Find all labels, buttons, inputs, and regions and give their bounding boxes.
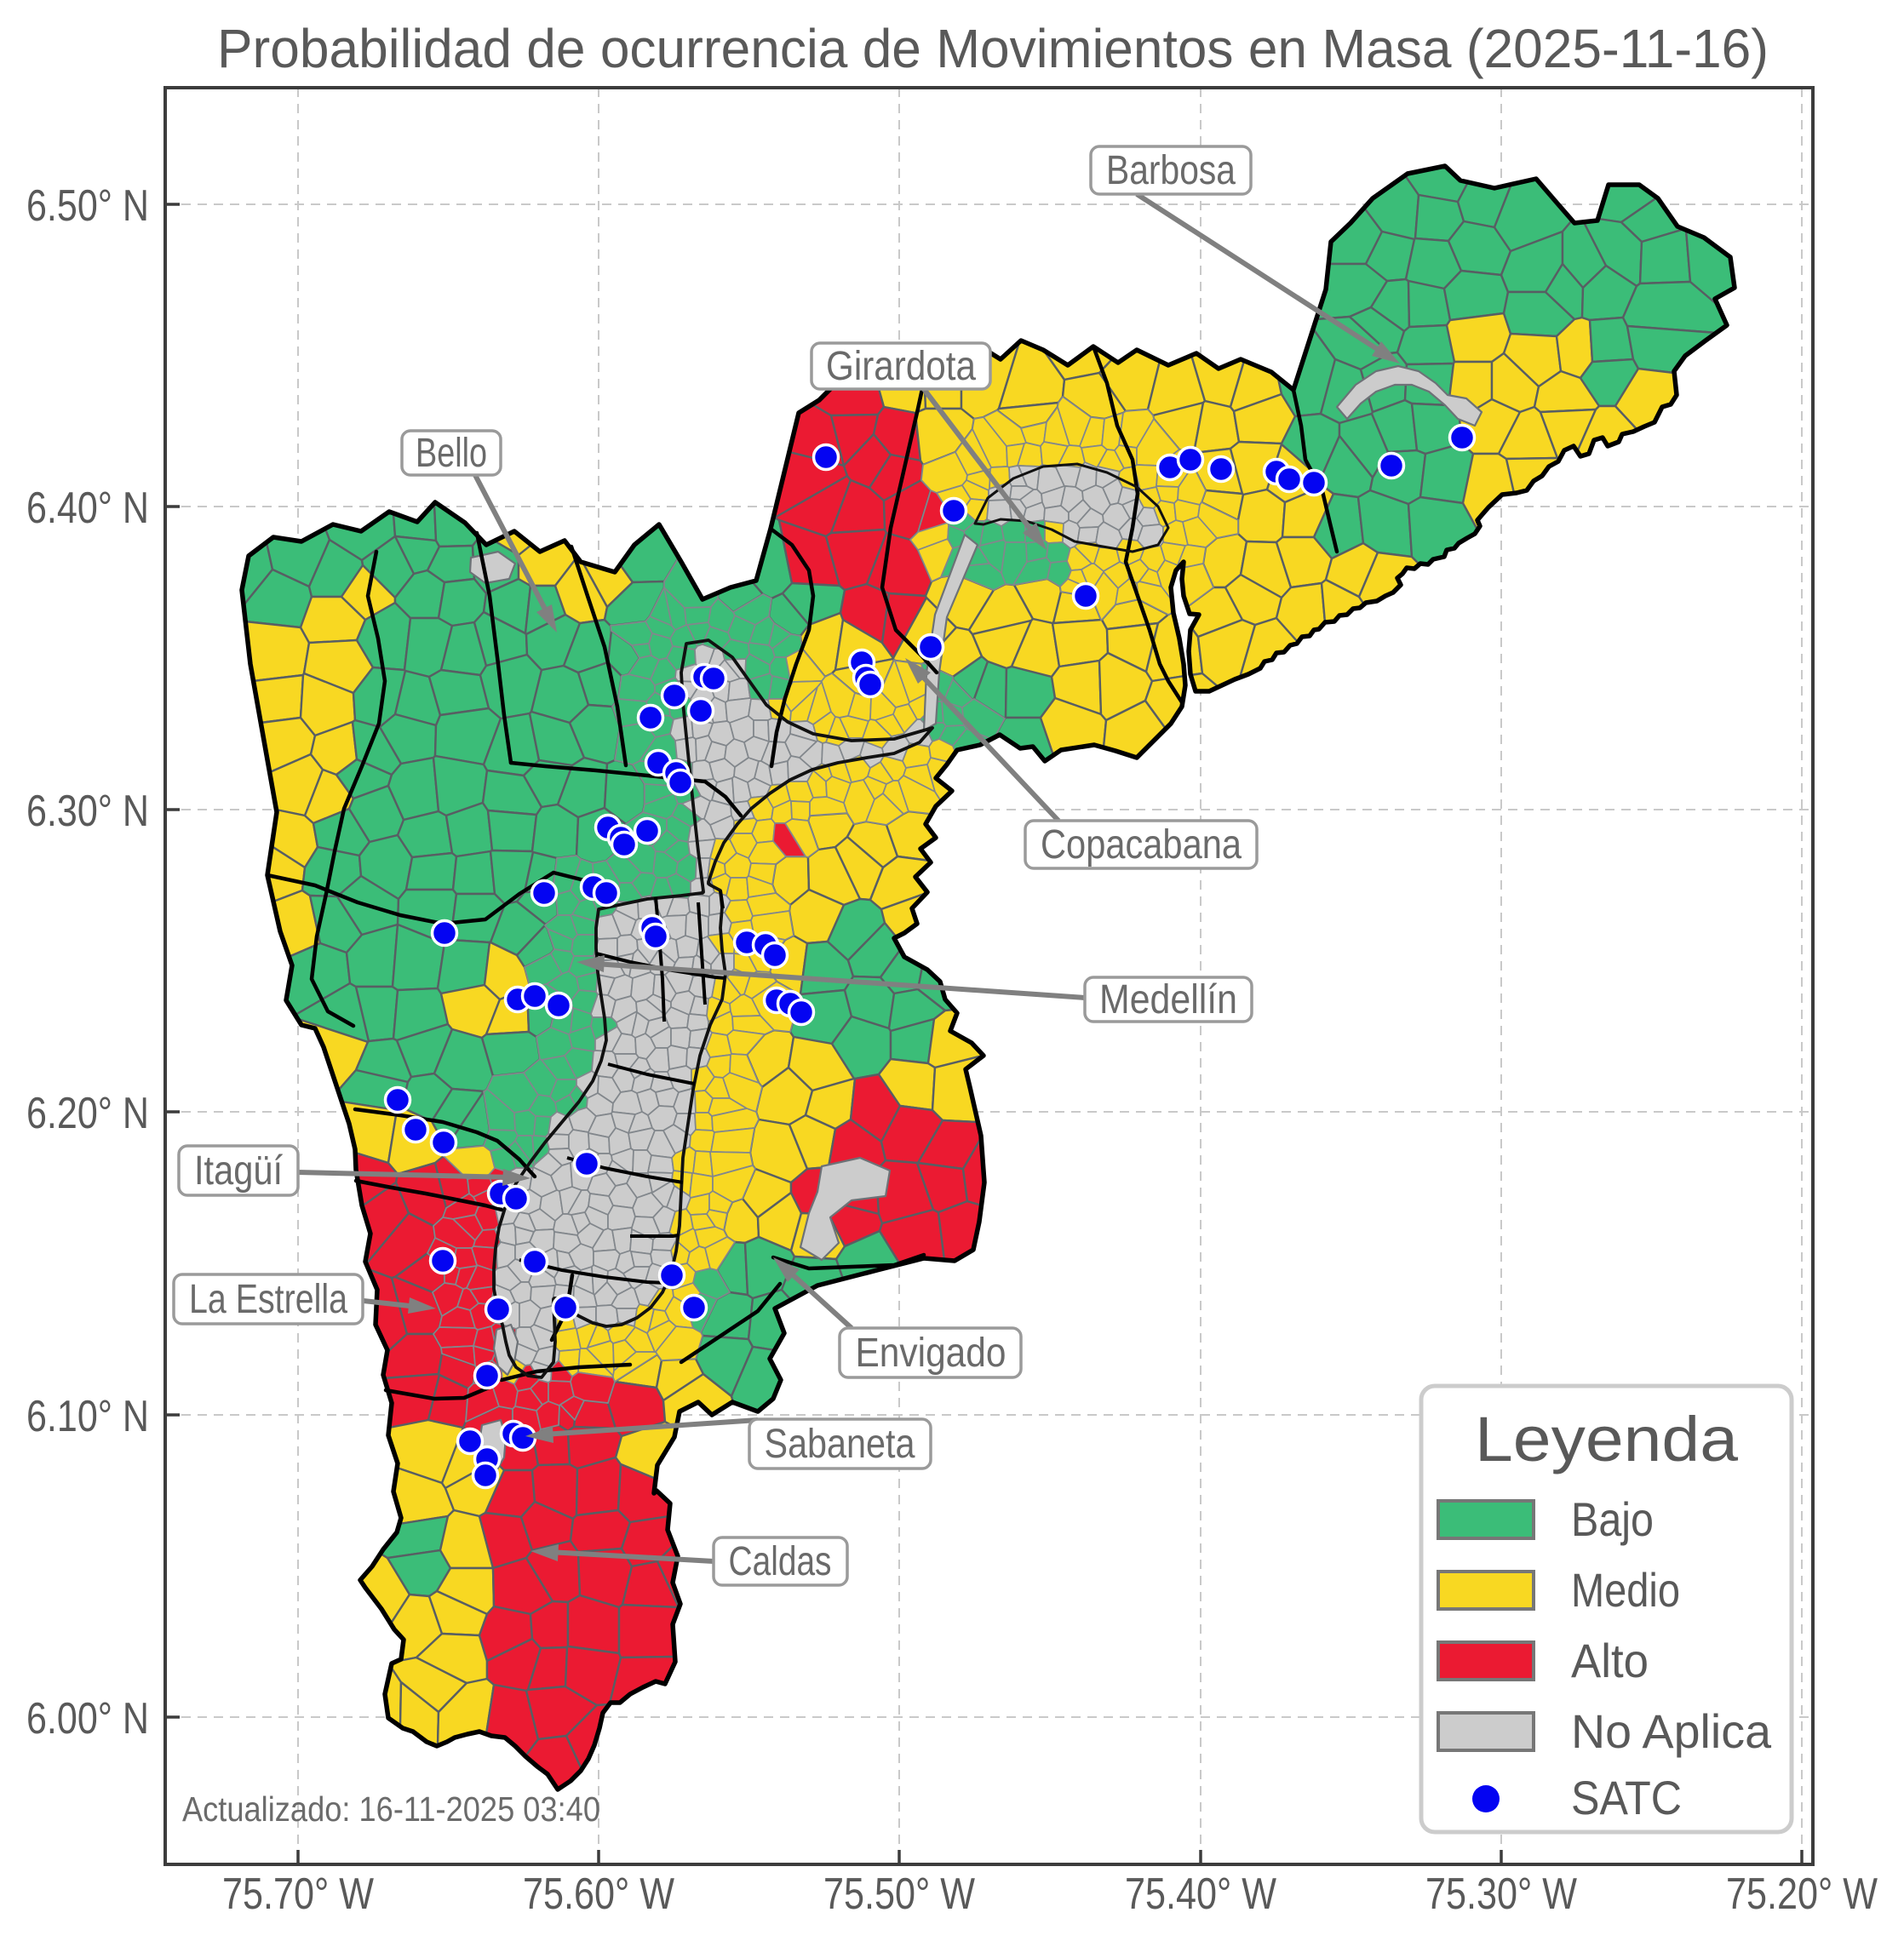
svg-text:Itagüí: Itagüí — [194, 1148, 284, 1194]
svg-text:6.20° N: 6.20° N — [26, 1089, 149, 1138]
svg-text:Medellín: Medellín — [1099, 977, 1237, 1022]
svg-text:6.40° N: 6.40° N — [26, 484, 149, 533]
svg-text:75.40° W: 75.40° W — [1125, 1869, 1276, 1919]
svg-text:Caldas: Caldas — [729, 1539, 832, 1584]
svg-text:75.20° W: 75.20° W — [1726, 1869, 1878, 1919]
svg-text:Probabilidad de ocurrencia de: Probabilidad de ocurrencia de Movimiento… — [217, 18, 1769, 79]
svg-text:6.10° N: 6.10° N — [26, 1392, 149, 1441]
svg-text:Actualizado: 16-11-2025 03:40: Actualizado: 16-11-2025 03:40 — [182, 1789, 600, 1829]
svg-text:Girardota: Girardota — [826, 344, 976, 389]
svg-text:75.60° W: 75.60° W — [523, 1869, 674, 1919]
svg-text:Copacabana: Copacabana — [1041, 822, 1242, 867]
svg-text:6.00° N: 6.00° N — [26, 1694, 149, 1743]
svg-text:6.30° N: 6.30° N — [26, 787, 149, 836]
svg-text:6.50° N: 6.50° N — [26, 181, 149, 231]
svg-text:Sabaneta: Sabaneta — [765, 1422, 915, 1467]
svg-text:75.30° W: 75.30° W — [1425, 1869, 1577, 1919]
svg-text:Bello: Bello — [416, 431, 487, 476]
svg-text:Envigado: Envigado — [856, 1331, 1006, 1376]
svg-text:Leyenda: Leyenda — [1475, 1404, 1739, 1474]
svg-text:SATC: SATC — [1571, 1771, 1682, 1824]
svg-text:No Aplica: No Aplica — [1571, 1704, 1772, 1758]
svg-text:75.70° W: 75.70° W — [222, 1869, 374, 1919]
svg-text:75.50° W: 75.50° W — [823, 1869, 975, 1919]
svg-text:La Estrella: La Estrella — [189, 1277, 347, 1322]
svg-text:Bajo: Bajo — [1571, 1492, 1654, 1546]
svg-text:Alto: Alto — [1571, 1634, 1649, 1687]
svg-text:Medio: Medio — [1571, 1563, 1680, 1617]
svg-text:Barbosa: Barbosa — [1106, 148, 1236, 193]
